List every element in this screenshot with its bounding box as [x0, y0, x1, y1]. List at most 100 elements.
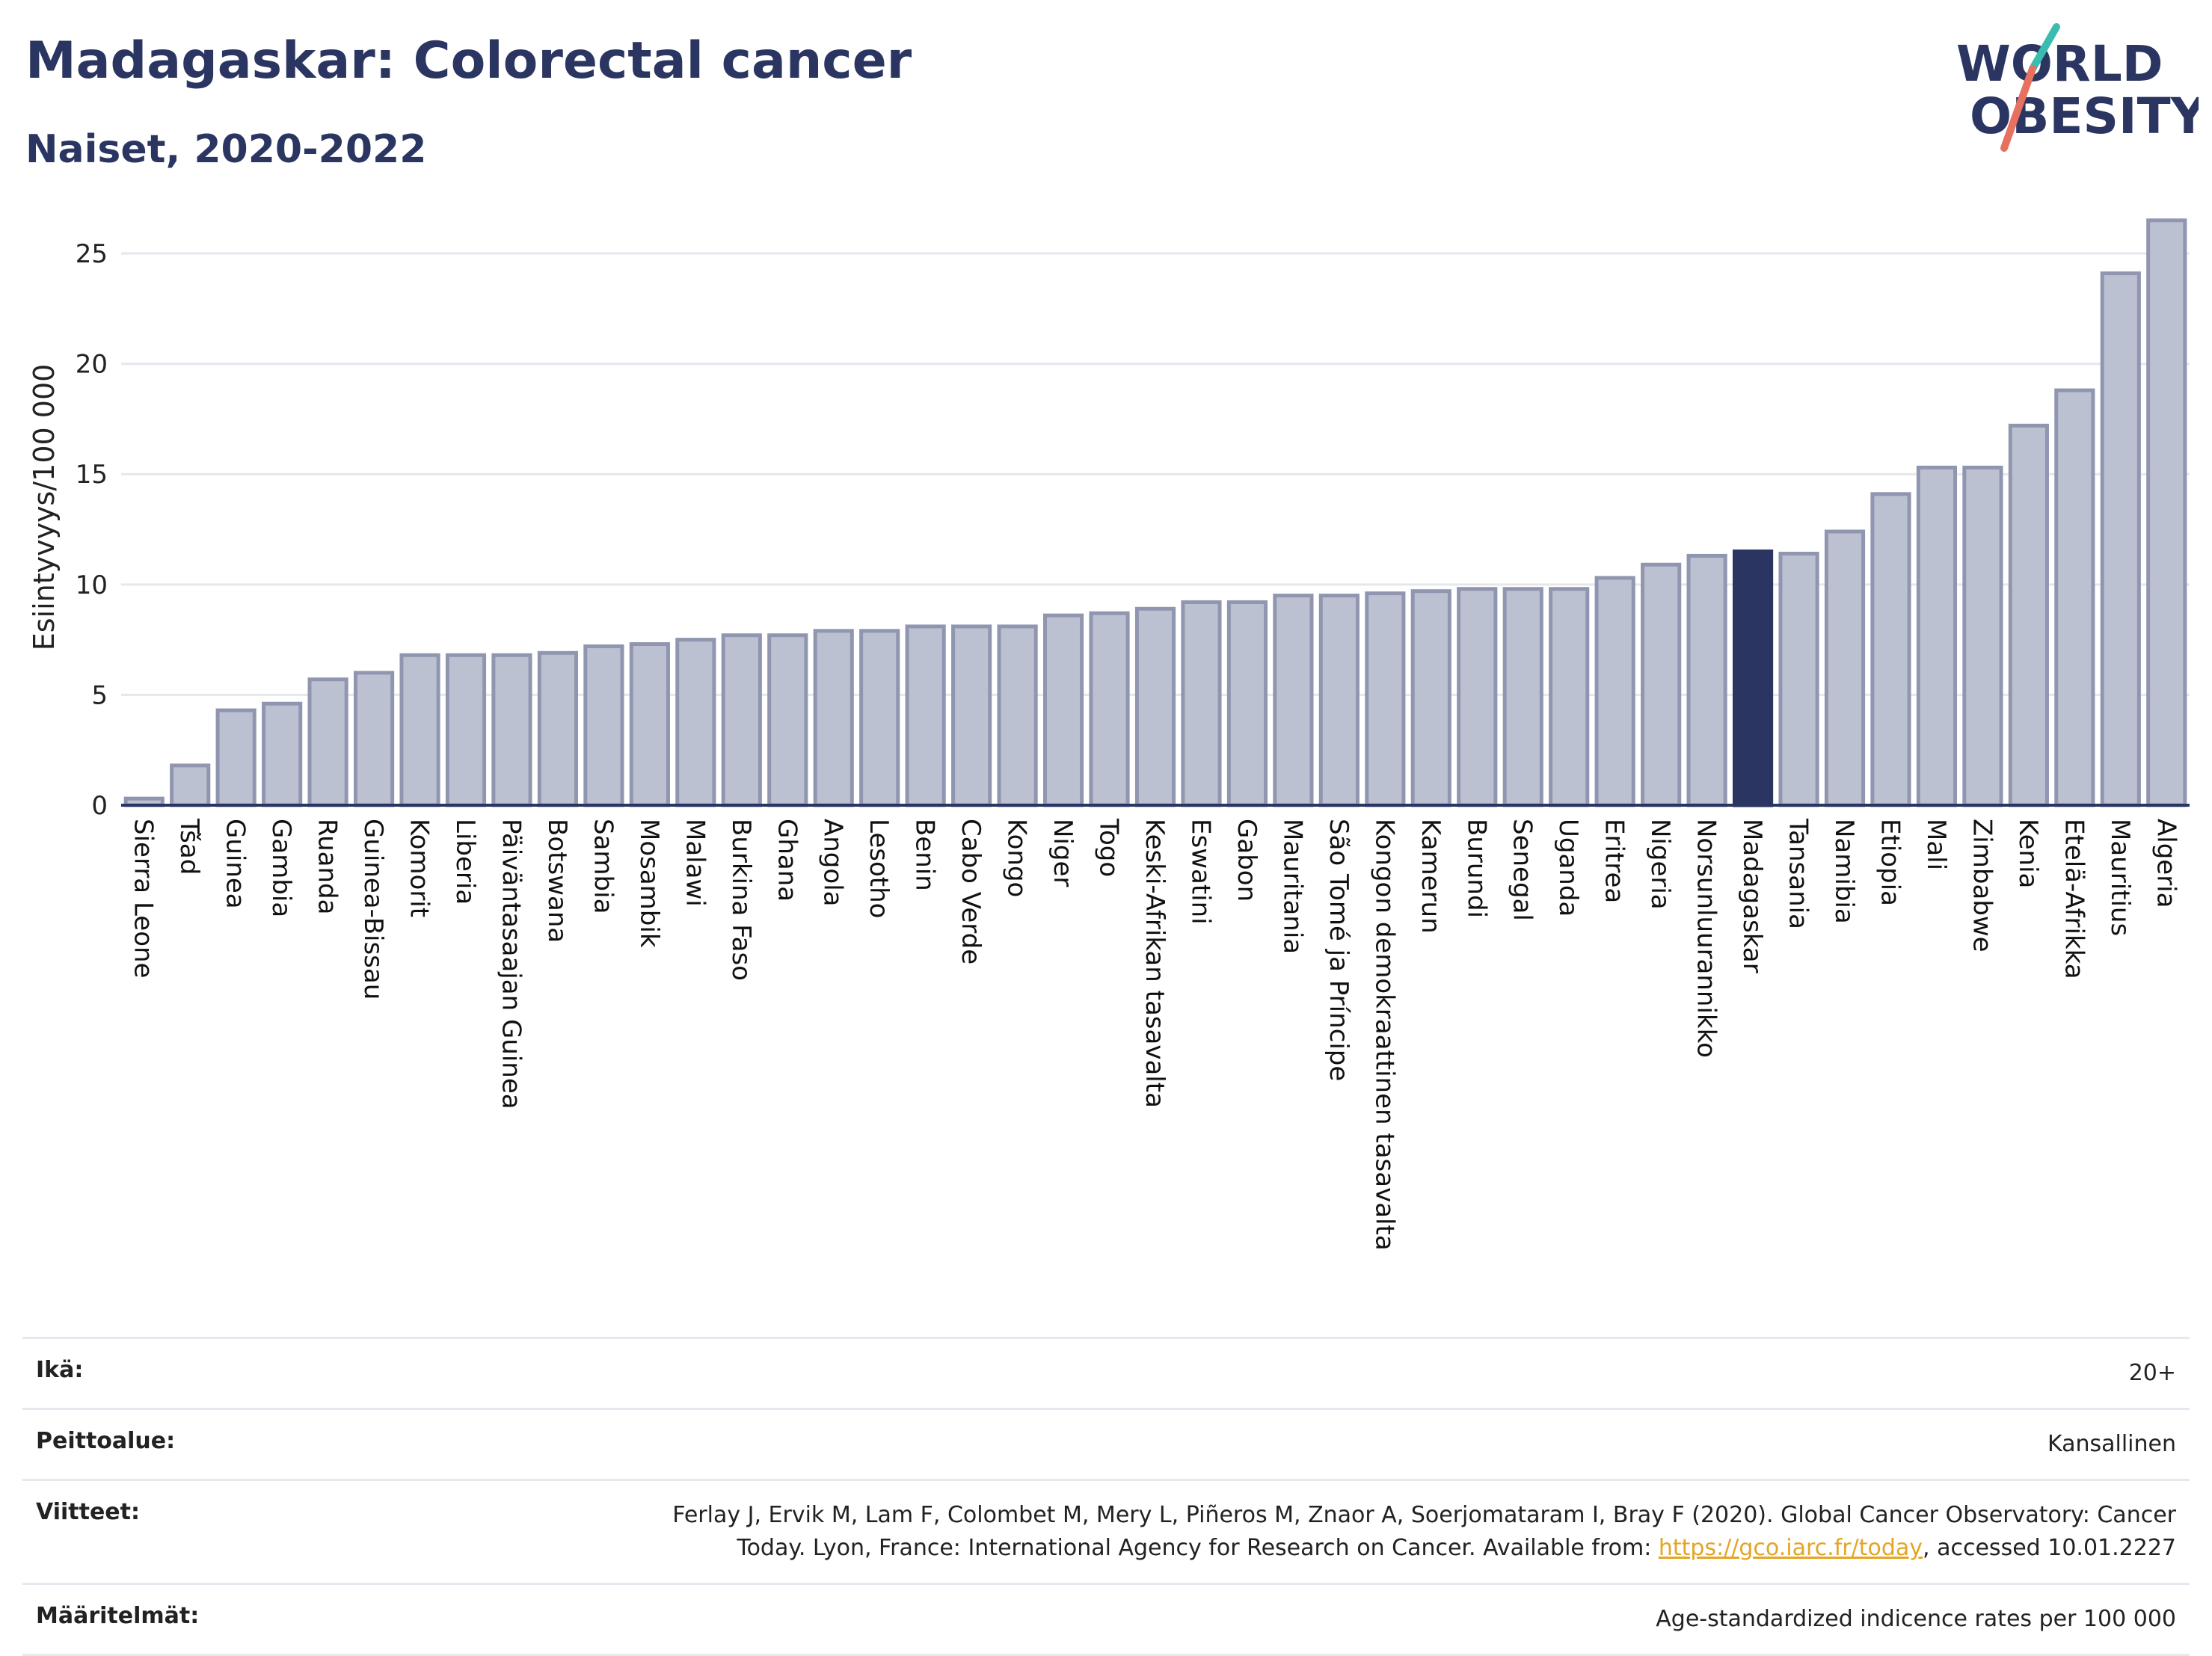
bar-s-o-tom-ja-pr-ncipe [1318, 594, 1360, 807]
x-tick-label: Algeria [2151, 819, 2181, 908]
bar-kenia [2008, 423, 2049, 807]
y-tick-label: 15 [76, 460, 108, 490]
x-tick-label: Mali [1921, 819, 1951, 870]
x-tick-label: Mosambik [634, 819, 664, 948]
chart-subtitle: Naiset, 2020-2022 [25, 127, 427, 172]
bar-mauritius [2100, 271, 2141, 807]
bar-mauritania [1273, 594, 1314, 807]
y-tick-label: 5 [91, 680, 108, 710]
x-tick-label: Eswatini [1185, 819, 1215, 925]
info-label-references: Viitteet: [36, 1499, 140, 1525]
bar-sambia [583, 644, 624, 807]
info-value-references: Ferlay J, Ervik M, Lam F, Colombet M, Me… [672, 1499, 2176, 1565]
x-tick-label: Lesotho [864, 819, 894, 918]
bar-namibia [1824, 529, 1866, 807]
info-row-age: Ikä: 20+ [22, 1337, 2190, 1408]
bar-keski-afrikan-tasavalta [1134, 606, 1176, 807]
bar-gambia [262, 701, 303, 807]
bar-ruanda [307, 677, 348, 807]
bar-liberia [445, 653, 487, 807]
x-tick-label: Madagaskar [1737, 819, 1767, 973]
x-tick-label: Niger [1048, 819, 1078, 887]
bar-t-ad [170, 763, 211, 807]
bar-senegal [1502, 587, 1543, 807]
x-tick-label: Angola [818, 819, 848, 906]
bar-eritrea [1594, 576, 1635, 807]
bar-kongon-demokraattinen-tasavalta [1365, 591, 1406, 807]
chart-title: Madagaskar: Colorectal cancer [25, 31, 912, 90]
x-tick-label: Cabo Verde [956, 819, 986, 964]
bar-ghana [767, 633, 808, 807]
bar-uganda [1549, 587, 1590, 807]
x-tick-label: Liberia [450, 819, 480, 905]
bar-madagaskar [1732, 550, 1774, 807]
bar-mosambik [629, 642, 670, 807]
x-tick-label: Etiopia [1875, 819, 1905, 906]
x-tick-label: Ghana [772, 819, 802, 902]
bar-zimbabwe [1962, 465, 2003, 807]
x-tick-label: Etelä-Afrikka [2059, 819, 2089, 979]
x-tick-label: Gambia [266, 819, 296, 917]
bar-p-iv-ntasaajan-guinea [491, 653, 532, 807]
x-tick-label: Kongon demokraattinen tasavalta [1369, 819, 1399, 1251]
x-tick-label: Sambia [588, 819, 618, 914]
y-tick-label: 10 [76, 570, 108, 600]
info-table: Ikä: 20+ Peittoalue: Kansallinen Viittee… [22, 1337, 2190, 1656]
x-tick-label: Nigeria [1645, 819, 1675, 910]
bar-norsunluurannikko [1686, 553, 1727, 807]
x-tick-label: Zimbabwe [1967, 819, 1997, 952]
x-tick-label: São Tomé ja Príncipe [1324, 819, 1354, 1081]
bar-algeria [2146, 218, 2187, 807]
bar-komorit [399, 653, 440, 807]
logo-line2: OBESITY [1970, 87, 2199, 145]
x-tick-label: Tansania [1784, 818, 1813, 929]
bar-guinea-bissau [353, 671, 395, 807]
x-tick-label: Burkina Faso [726, 819, 756, 981]
y-axis-label: Esiintyvyys/100 000 [28, 364, 61, 651]
reference-text-line1: Ferlay J, Ervik M, Lam F, Colombet M, Me… [672, 1502, 2176, 1528]
bar-gabon [1226, 600, 1268, 807]
x-tick-label: Botswana [542, 819, 572, 943]
bar-eswatini [1181, 600, 1222, 807]
info-label-coverage: Peittoalue: [36, 1428, 176, 1454]
bar-burundi [1457, 587, 1498, 807]
x-tick-label: Mauritius [2105, 819, 2135, 936]
info-label-age: Ikä: [36, 1357, 84, 1383]
x-tick-label: Kongo [1002, 819, 1032, 897]
bar-togo [1089, 611, 1130, 807]
bar-cabo-verde [951, 624, 992, 807]
y-tick-label: 20 [76, 350, 108, 380]
world-obesity-logo: WORLD OBESITY [1956, 23, 2199, 152]
bar-mali [1916, 465, 1958, 807]
x-tick-label: Ruanda [313, 819, 342, 914]
logo-line1: WORLD [1956, 35, 2163, 93]
y-tick-label: 0 [91, 791, 108, 821]
reference-text-line2: Today. Lyon, France: International Agenc… [737, 1535, 1659, 1561]
bar-etiopia [1870, 492, 1911, 807]
x-tick-label: Malawi [680, 819, 710, 907]
reference-link[interactable]: https://gco.iarc.fr/today [1658, 1535, 1923, 1561]
x-tick-label: Guinea [221, 819, 251, 909]
bar-etel-afrikka [2054, 388, 2095, 807]
x-tick-label: Burundi [1461, 819, 1491, 918]
x-tick-label: Päiväntasaajan Guinea [496, 819, 526, 1109]
info-row-coverage: Peittoalue: Kansallinen [22, 1408, 2190, 1479]
x-tick-label: Guinea-Bissau [358, 819, 388, 1000]
x-tick-label: Sierra Leone [129, 819, 159, 978]
x-tick-label: Senegal [1508, 819, 1537, 921]
bar-niger [1042, 613, 1084, 807]
y-tick-label: 25 [76, 239, 108, 269]
x-tick-label: Togo [1094, 818, 1124, 877]
x-tick-label: Gabon [1232, 819, 1262, 902]
bar-benin [905, 624, 946, 807]
x-tick-label: Kenia [2013, 819, 2043, 888]
x-tick-label: Tšad [174, 818, 204, 875]
x-tick-label: Uganda [1553, 819, 1583, 917]
bar-nigeria [1641, 562, 1682, 807]
x-tick-label: Norsunluurannikko [1692, 819, 1721, 1058]
logo-slash-coral [2000, 65, 2036, 152]
bar-guinea [215, 708, 256, 807]
info-row-definitions: Määritelmät: Age-standardized indicence … [22, 1583, 2190, 1656]
bar-kamerun [1410, 589, 1451, 807]
x-tick-label: Namibia [1829, 819, 1859, 924]
